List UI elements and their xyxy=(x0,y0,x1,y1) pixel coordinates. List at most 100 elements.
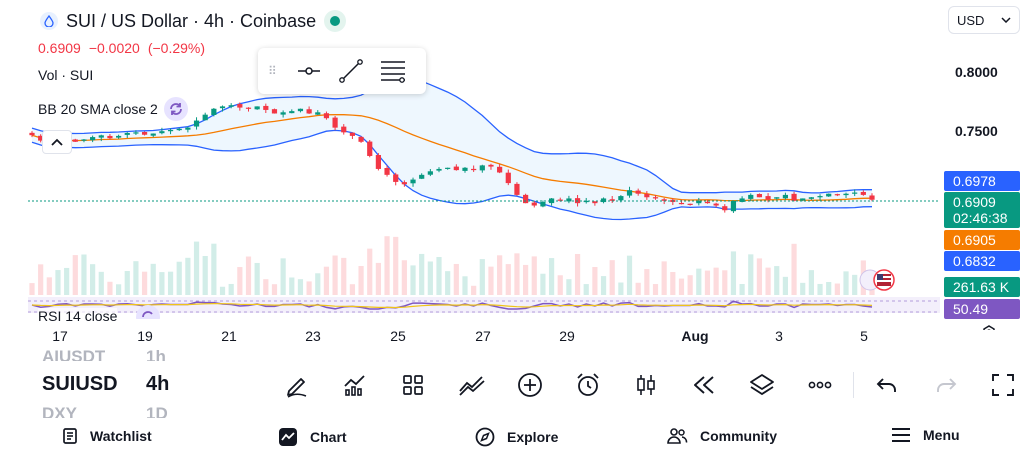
candle xyxy=(332,117,338,128)
compass-icon xyxy=(475,427,495,447)
volume-bar xyxy=(202,255,208,295)
price-chart[interactable] xyxy=(0,0,1024,330)
candle xyxy=(860,191,866,195)
nav-explore[interactable]: Explore xyxy=(475,427,558,447)
candle xyxy=(410,179,416,184)
volume-bar xyxy=(600,276,607,295)
volume-bar xyxy=(98,271,104,295)
drag-handle-icon[interactable]: ⠿ xyxy=(268,64,278,78)
nav-community-label: Community xyxy=(700,428,777,444)
candle xyxy=(523,194,529,204)
currency-value: USD xyxy=(957,12,985,28)
volume-bar xyxy=(245,256,252,295)
volume-bar xyxy=(306,281,312,295)
candle xyxy=(479,165,485,171)
volume-bar xyxy=(263,279,269,295)
volume-bar xyxy=(81,254,87,295)
symbol-header[interactable]: SUI / US Dollar · 4h · Coinbase xyxy=(40,10,347,32)
collapse-legend-button[interactable] xyxy=(42,130,72,154)
pencil-icon[interactable] xyxy=(282,370,312,400)
bb-legend[interactable]: BB 20 SMA close 2 xyxy=(38,97,188,121)
volume-bar xyxy=(375,262,381,295)
volume-bar xyxy=(341,257,347,295)
countdown-timer: 02:46:38 xyxy=(953,210,1008,226)
indicators-icon[interactable] xyxy=(340,370,370,400)
volume-bar xyxy=(193,241,200,295)
volume-bar xyxy=(384,236,390,295)
rsi-refresh-icon[interactable] xyxy=(136,305,160,319)
volume-legend[interactable]: Vol · SUI xyxy=(38,67,94,83)
market-status-icon[interactable] xyxy=(324,10,347,32)
current-symbol[interactable]: SUIUSD xyxy=(42,373,118,395)
replay-icon[interactable] xyxy=(689,370,719,400)
volume-bar xyxy=(800,282,806,295)
candle xyxy=(817,196,823,198)
undo-icon[interactable] xyxy=(872,370,902,400)
fib-retracement-icon[interactable] xyxy=(378,56,408,86)
volume-bar xyxy=(756,258,763,295)
candle xyxy=(488,164,494,167)
candle xyxy=(141,131,148,135)
layers-icon[interactable] xyxy=(747,370,777,400)
compare-icon[interactable] xyxy=(457,370,487,400)
events-badge[interactable] xyxy=(859,269,895,291)
time-label: 5 xyxy=(860,328,868,344)
alert-icon[interactable] xyxy=(573,370,603,400)
prev-timeframe[interactable]: 1h xyxy=(146,347,166,361)
layouts-icon[interactable] xyxy=(398,370,428,400)
add-icon[interactable] xyxy=(515,370,545,400)
volume-bar xyxy=(635,282,641,295)
hexagon-settings-icon[interactable] xyxy=(983,325,995,330)
volume-bar xyxy=(826,281,832,295)
bollinger-band xyxy=(31,77,873,221)
redo-icon[interactable] xyxy=(931,370,961,400)
rsi-legend[interactable]: RSI 14 close xyxy=(38,308,118,324)
horizontal-ray-icon[interactable] xyxy=(294,56,324,86)
candle xyxy=(600,198,607,203)
candle xyxy=(704,201,711,204)
currency-select[interactable]: USD xyxy=(948,6,1020,34)
volume-bar xyxy=(271,284,278,295)
volume-bar xyxy=(774,266,780,295)
next-timeframe[interactable]: 1D xyxy=(146,404,168,418)
fullscreen-icon[interactable] xyxy=(988,370,1018,400)
candles-icon[interactable] xyxy=(631,370,661,400)
chart-icon xyxy=(279,428,297,446)
volume-bar xyxy=(497,255,503,295)
trend-line-icon[interactable] xyxy=(336,56,366,86)
candle xyxy=(540,201,546,207)
more-icon[interactable] xyxy=(805,370,835,400)
drawing-toolbar[interactable]: ⠿ xyxy=(258,48,426,94)
volume-bar xyxy=(644,269,650,295)
time-label: 25 xyxy=(390,328,406,344)
volume-bar xyxy=(436,256,442,295)
volume-bar xyxy=(427,261,433,295)
refresh-icon[interactable] xyxy=(163,97,188,121)
candle xyxy=(782,194,788,199)
volume-bar xyxy=(332,255,338,295)
volume-bar xyxy=(505,264,511,295)
nav-chart[interactable]: Chart xyxy=(278,427,347,447)
candle xyxy=(176,128,182,131)
candle xyxy=(185,127,191,130)
volume-bar xyxy=(297,279,304,295)
candle xyxy=(150,133,156,136)
prev-symbol[interactable]: AIUSDT xyxy=(42,347,106,361)
bb-upper-tag: 0.6978 xyxy=(944,171,1020,191)
volume-bar xyxy=(652,284,659,295)
volume-bar xyxy=(730,251,737,295)
volume-bar xyxy=(843,271,849,295)
candle xyxy=(583,200,589,203)
candle xyxy=(401,182,407,185)
nav-watchlist[interactable]: Watchlist xyxy=(62,427,152,445)
bb-basis-line xyxy=(31,113,873,202)
volume-bar xyxy=(548,258,555,295)
candle xyxy=(652,197,659,199)
nav-menu-label: Menu xyxy=(923,427,960,443)
next-symbol[interactable]: DXY xyxy=(42,404,77,418)
volume-bar xyxy=(661,261,667,295)
current-timeframe[interactable]: 4h xyxy=(146,373,170,395)
nav-menu[interactable]: Menu xyxy=(891,427,960,443)
nav-community[interactable]: Community xyxy=(666,427,777,445)
candle xyxy=(306,109,312,114)
